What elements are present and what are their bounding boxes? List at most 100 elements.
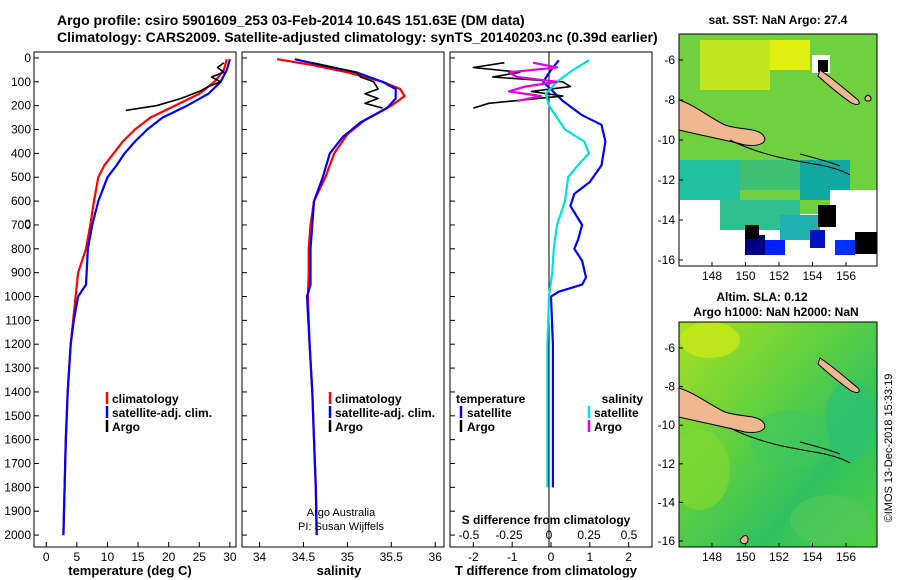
x-tick-label: -2 — [468, 550, 479, 564]
legend-satellite-label: satellite-adj. clim. — [335, 406, 435, 420]
map-y-tick-label: -10 — [658, 418, 676, 432]
temperature-axis-label: temperature (deg C) — [68, 563, 192, 578]
map-y-tick-label: -6 — [664, 341, 675, 355]
sst-cold-pixel — [745, 225, 759, 239]
sst-map-axes: 148 150 152 154 156 -6 -8 -10 -12 -14 -16 — [658, 53, 857, 283]
series-line — [507, 61, 559, 102]
land-island — [799, 153, 841, 167]
sst-cold-pixel — [818, 205, 836, 227]
sst-patch — [740, 160, 800, 190]
temperature-legend: climatology satellite-adj. clim. Argo — [105, 392, 212, 434]
x-tick-label: 1 — [587, 550, 594, 564]
sla-blob — [679, 430, 730, 510]
sst-map — [679, 34, 877, 266]
depth-tick-label: 200 — [11, 99, 31, 113]
x-tick-label: 2 — [625, 550, 632, 564]
legend-salinity-heading: salinity — [602, 392, 644, 406]
x-tick-label: 35.5 — [380, 550, 404, 564]
map-x-tick-label: 154 — [802, 269, 822, 283]
map-x-tick-label: 152 — [769, 550, 789, 564]
temperature-series — [62, 58, 231, 536]
x-tick-label: 25 — [193, 550, 207, 564]
difference-series — [472, 59, 607, 488]
salinity-panel-frame — [241, 51, 445, 548]
map-x-tick-label: 152 — [769, 269, 789, 283]
depth-tick-label: 600 — [11, 194, 31, 208]
land-new-ireland — [817, 357, 860, 393]
land-islet — [799, 441, 841, 455]
map-y-tick-label: -8 — [664, 380, 675, 394]
sst-nodata — [680, 200, 720, 266]
map-y-tick-label: -16 — [658, 253, 676, 267]
map-y-tick-label: -6 — [664, 53, 675, 67]
map-x-tick-label: 156 — [836, 269, 856, 283]
depth-tick-label: 1900 — [4, 504, 31, 518]
sst-cold-pixel — [745, 235, 765, 255]
series-line — [125, 62, 225, 112]
temperature-panel-frame — [33, 51, 237, 548]
map-y-tick-label: -12 — [658, 173, 676, 187]
sla-map — [679, 322, 877, 547]
s-tick-label: -0.5 — [459, 528, 480, 542]
map-y-tick-label: -14 — [658, 495, 676, 509]
series-line — [544, 59, 591, 488]
depth-tick-label: 300 — [11, 123, 31, 137]
credit-line1: Argo Australia — [307, 507, 376, 519]
salinity-legend: climatology satellite-adj. clim. Argo — [328, 392, 435, 434]
sst-map-title: sat. SST: NaN Argo: 27.4 — [709, 13, 848, 27]
depth-tick-label: 1000 — [4, 290, 31, 304]
legend-satellite-label: satellite-adj. clim. — [112, 406, 212, 420]
temperature-x-axis: 0 5 10 15 20 25 30 — [43, 542, 237, 564]
depth-tick-label: 900 — [11, 266, 31, 280]
depth-axis: 0 100 200 300 400 500 600 700 800 900 1000 1100 1200… — [4, 51, 455, 542]
sst-patch — [680, 160, 740, 200]
land-new-britain — [679, 99, 766, 146]
map-x-tick-label: 156 — [836, 550, 856, 564]
depth-tick-label: 0 — [24, 51, 31, 65]
figure-title-line1: Argo profile: csiro 5901609_253 03-Feb-2… — [57, 12, 525, 28]
sst-cold-pixel — [835, 240, 855, 255]
sst-patch — [770, 40, 810, 70]
land-solomons — [729, 139, 851, 176]
salinity-axis-label: salinity — [317, 563, 363, 578]
map-y-tick-label: -8 — [664, 93, 675, 107]
credit-line2: PI: Susan Wijffels — [298, 521, 384, 533]
depth-tick-label: 800 — [11, 242, 31, 256]
land-islet — [739, 535, 749, 545]
depth-tick-label: 700 — [11, 218, 31, 232]
depth-tick-label: 1400 — [4, 385, 31, 399]
legend-climatology-label: climatology — [335, 392, 402, 406]
sla-map-title-line1: Altim. SLA: 0.12 — [716, 290, 808, 304]
land-new-ireland — [817, 69, 860, 105]
legend-climatology-label: climatology — [112, 392, 179, 406]
map-y-tick-label: -12 — [658, 457, 676, 471]
depth-tick-label: 0 — [24, 217, 31, 231]
depth-tick-label: 1300 — [4, 361, 31, 375]
sst-cold-pixel — [765, 240, 785, 255]
legend-temperature-heading: temperature — [456, 392, 526, 406]
depth-tick-label: 1700 — [4, 457, 31, 471]
x-tick-label: 0 — [548, 550, 555, 564]
x-tick-label: 15 — [131, 550, 145, 564]
x-tick-label: 5 — [74, 550, 81, 564]
map-x-tick-label: 150 — [735, 269, 755, 283]
sst-cold-pixel — [855, 232, 877, 254]
difference-salinity-legend: salinity satellite Argo — [587, 392, 644, 434]
s-tick-label: 0.5 — [621, 528, 638, 542]
sla-blob — [790, 495, 870, 545]
legend-argo-label: Argo — [335, 420, 363, 434]
series-line — [312, 61, 383, 109]
map-y-tick-label: -10 — [658, 133, 676, 147]
depth-tick-label: 1800 — [4, 480, 31, 494]
legend-argo-label: Argo — [112, 420, 140, 434]
x-tick-label: 35 — [341, 550, 355, 564]
imos-watermark: ©IMOS 13-Dec-2018 15:33:19 — [883, 374, 895, 523]
sst-nodata — [830, 190, 877, 230]
series-line — [276, 58, 406, 536]
sla-map-frame — [678, 321, 878, 548]
x-tick-label: 10 — [101, 550, 115, 564]
t-difference-axis-label: T difference from climatology — [455, 563, 638, 578]
sla-blob — [750, 410, 830, 470]
map-x-tick-label: 148 — [702, 269, 722, 283]
